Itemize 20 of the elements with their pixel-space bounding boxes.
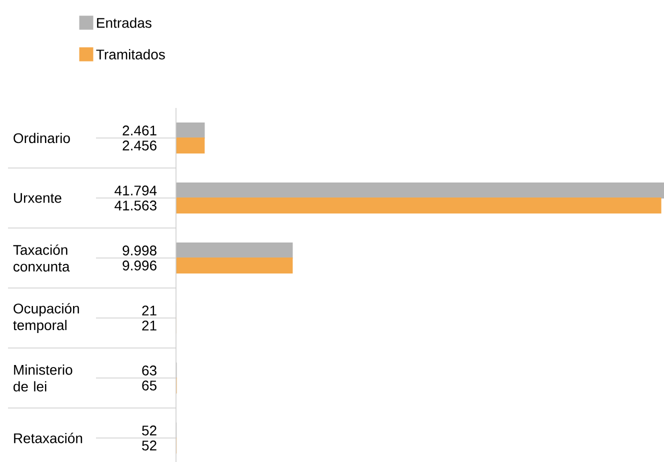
y-tick-label: Urxente — [14, 193, 62, 203]
data-label: 9.996 — [122, 260, 156, 270]
legend-label: Entradas — [97, 18, 152, 28]
y-tick-label: Taxación conxunta — [13, 244, 70, 272]
data-label: 21 — [142, 306, 156, 316]
y-tick-label: Ordinario — [14, 132, 70, 144]
data-label: 41.563 — [114, 200, 156, 210]
data-label: 63 — [142, 366, 156, 376]
legend-label: Tramitados — [96, 49, 165, 60]
data-label: 65 — [142, 380, 156, 390]
y-tick-label: Retaxación — [14, 432, 82, 444]
y-tick-label: Ministerio de lei — [14, 364, 72, 392]
data-label: 9.998 — [122, 246, 156, 256]
data-label: 41.794 — [114, 186, 157, 196]
y-tick-label: Ocupación temporal — [13, 303, 79, 333]
data-label: 21 — [142, 320, 156, 330]
data-label: 2.456 — [122, 140, 156, 150]
data-label: 2.461 — [122, 126, 156, 136]
data-label: 52 — [142, 440, 156, 450]
data-label: 52 — [142, 426, 156, 436]
